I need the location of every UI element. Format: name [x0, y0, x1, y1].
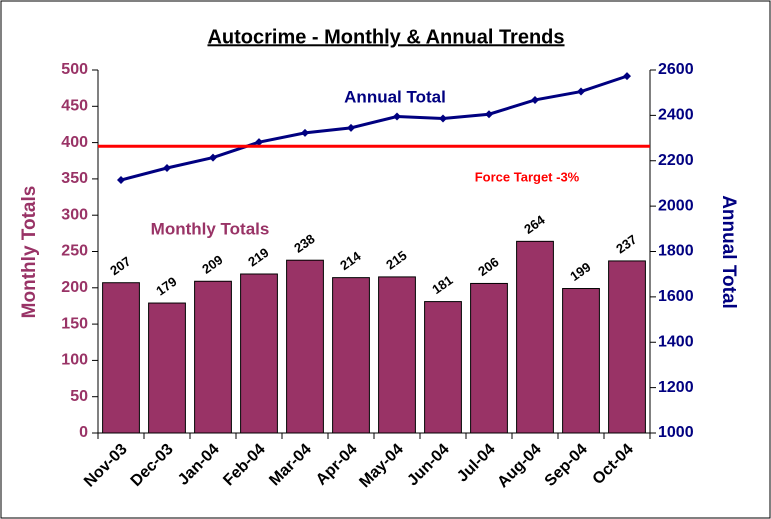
y2-tick-label: 2000 [658, 197, 694, 214]
bar [148, 302, 186, 434]
y-tick-label: 250 [61, 243, 88, 260]
bar [516, 240, 554, 434]
line-marker [209, 153, 217, 162]
y2-tick-label: 1200 [658, 379, 694, 396]
y2-tick-label: 1400 [658, 333, 694, 350]
y2-tick-label: 1000 [658, 424, 694, 441]
y-tick-label: 50 [70, 388, 88, 405]
y-tick-label: 100 [61, 352, 88, 369]
line-marker [255, 138, 263, 147]
line-marker [347, 123, 355, 132]
bar [102, 282, 140, 434]
y2-tick-label: 2200 [658, 152, 694, 169]
y-tick-label: 200 [61, 279, 88, 296]
y-tick-label: 450 [61, 98, 88, 115]
line-marker [439, 114, 447, 123]
line [120, 74, 628, 182]
line-marker [163, 164, 171, 173]
bar [240, 273, 278, 434]
line-marker [301, 128, 309, 137]
y2-tick-label: 2600 [658, 61, 694, 78]
line-marker [485, 110, 493, 119]
bar [608, 260, 646, 434]
y-tick-label: 500 [61, 61, 88, 78]
y-axis-label: Monthly Totals [19, 186, 40, 319]
target-label: Force Target -3% [475, 170, 580, 185]
y2-axis-label: Annual Total [718, 195, 739, 309]
y2-tick-label: 2400 [658, 107, 694, 124]
bar [424, 301, 462, 434]
chart-title: Autocrime - Monthly & Annual Trends [207, 26, 564, 48]
line-marker [577, 87, 585, 96]
bar [194, 280, 232, 434]
y-tick-label: 150 [61, 315, 88, 332]
series-label: Monthly Totals [151, 219, 270, 238]
bar [378, 276, 416, 434]
y2-tick-label: 1800 [658, 243, 694, 260]
bar [286, 259, 324, 434]
y2-tick-label: 1600 [658, 288, 694, 305]
y-tick-label: 300 [61, 206, 88, 223]
y-tick-label: 0 [79, 424, 88, 441]
series-label: Annual Total [344, 87, 446, 106]
bar [470, 282, 508, 434]
bar [332, 277, 370, 434]
line-marker [393, 112, 401, 121]
y-tick-label: 400 [61, 134, 88, 151]
line-marker [117, 176, 125, 185]
y-tick-label: 350 [61, 170, 88, 187]
line-marker [623, 72, 631, 81]
line-marker [531, 95, 539, 104]
bar [562, 288, 600, 434]
